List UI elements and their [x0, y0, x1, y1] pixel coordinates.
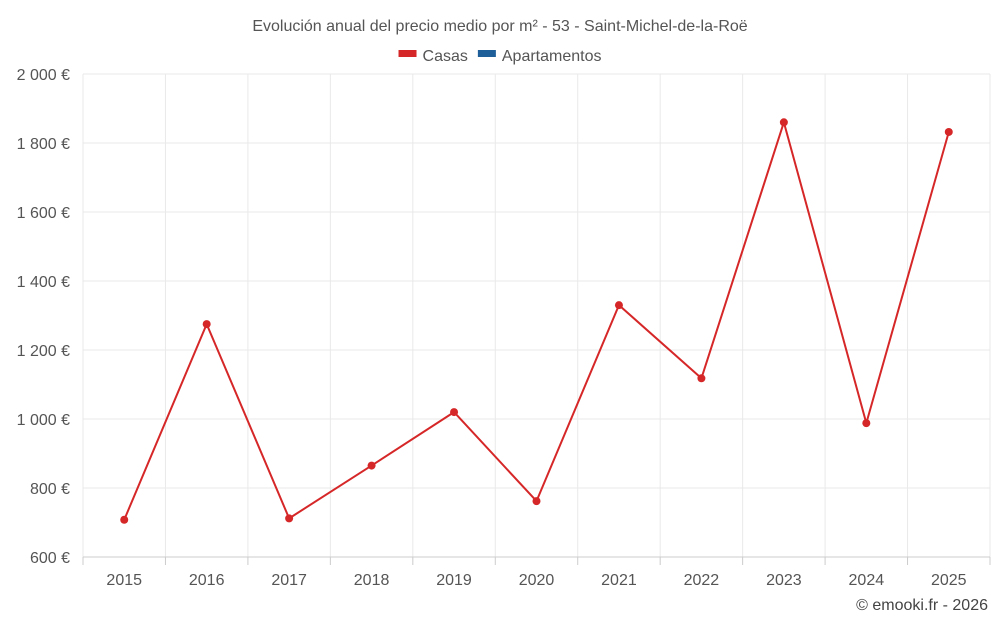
- x-axis: 2015 2016 2017 2018 2019 2020 2021 2022 2023 2024…: [82, 556, 991, 589]
- x-tick-label: 2019: [436, 572, 472, 589]
- x-tick-label: 2017: [271, 572, 307, 589]
- data-point-casas-2024: [862, 419, 871, 428]
- x-tick-label: 2018: [354, 572, 390, 589]
- y-tick-label: 800 €: [30, 481, 70, 498]
- x-tick-label: 2023: [766, 572, 802, 589]
- y-tick-label: 1 200 €: [17, 343, 70, 360]
- y-tick-label: 1 800 €: [17, 136, 70, 153]
- gridlines: [82, 73, 991, 557]
- x-tick-label: 2025: [931, 572, 967, 589]
- x-tick-label: 2020: [519, 572, 555, 589]
- y-tick-label: 2 000 €: [17, 67, 70, 84]
- legend-label-apartamentos: Apartamentos: [502, 48, 602, 65]
- x-tick-label: 2016: [189, 572, 225, 589]
- y-tick-label: 1 400 €: [17, 274, 70, 291]
- x-tick-label: 2015: [106, 572, 142, 589]
- data-point-casas-2015: [120, 515, 129, 524]
- x-tick-label: 2022: [684, 572, 720, 589]
- x-tick-label: 2021: [601, 572, 637, 589]
- data-point-casas-2018: [367, 461, 376, 470]
- data-point-casas-2016: [202, 320, 211, 329]
- chart-title: Evolución anual del precio medio por m² …: [252, 18, 747, 35]
- legend: Casas Apartamentos: [398, 48, 602, 65]
- legend-label-casas: Casas: [423, 48, 468, 65]
- data-point-casas-2021: [614, 301, 623, 310]
- data-point-casas-2025: [944, 127, 953, 136]
- x-tick-label: 2024: [849, 572, 885, 589]
- data-point-casas-2022: [697, 374, 706, 383]
- credit-text: © emooki.fr - 2026: [856, 597, 988, 614]
- data-point-casas-2020: [532, 497, 541, 506]
- y-tick-label: 1 000 €: [17, 412, 70, 429]
- series-layer: [120, 118, 953, 524]
- data-point-casas-2023: [779, 118, 788, 127]
- data-point-casas-2019: [450, 408, 459, 417]
- y-tick-label: 1 600 €: [17, 205, 70, 222]
- legend-swatch-casas: [398, 50, 417, 57]
- y-axis: 600 € 800 € 1 000 € 1 200 € 1 400 € 1 600 € 1 …: [17, 67, 70, 567]
- legend-swatch-apartamentos: [477, 50, 496, 57]
- data-point-casas-2017: [285, 514, 294, 523]
- y-tick-label: 600 €: [30, 550, 70, 567]
